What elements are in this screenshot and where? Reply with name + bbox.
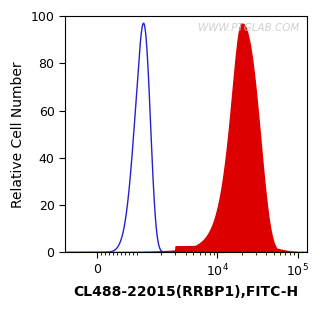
X-axis label: CL488-22015(RRBP1),FITC-H: CL488-22015(RRBP1),FITC-H: [73, 285, 299, 299]
Y-axis label: Relative Cell Number: Relative Cell Number: [11, 61, 25, 207]
Text: WWW.PTGLAB.COM: WWW.PTGLAB.COM: [198, 23, 300, 33]
